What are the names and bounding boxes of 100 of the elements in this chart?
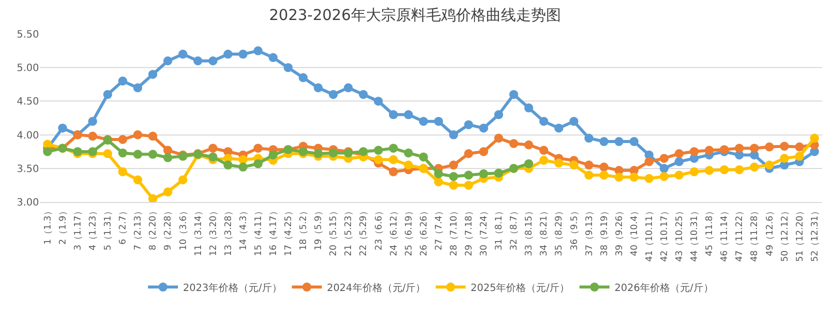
point: [223, 50, 232, 59]
point: [208, 144, 218, 153]
y-tick-label: 4.50: [16, 96, 39, 108]
point: [148, 132, 158, 141]
x-tick-label: 13（3.28）: [224, 206, 234, 256]
point: [254, 46, 263, 56]
y-tick-label: 3.50: [16, 164, 39, 175]
point: [599, 170, 608, 180]
point: [674, 157, 684, 166]
y-tick-label: 5.00: [16, 63, 39, 74]
y-tick-label: 3.00: [16, 198, 39, 208]
point: [163, 187, 172, 196]
point: [43, 147, 52, 156]
point: [630, 137, 639, 146]
point: [614, 137, 624, 146]
point: [524, 159, 534, 168]
point: [388, 110, 398, 120]
x-tick-label: 40（10.4）: [630, 206, 640, 256]
x-tick-label: 50（12.12）: [780, 206, 790, 262]
point: [449, 130, 458, 140]
point: [148, 150, 158, 159]
point: [554, 158, 564, 168]
point: [509, 90, 518, 99]
point: [404, 160, 413, 170]
legend-label: 2024年价格（元/斤）: [326, 282, 426, 294]
point: [118, 76, 128, 86]
legend-label: 2023年价格（元/斤）: [183, 282, 282, 294]
point: [794, 152, 804, 161]
point: [103, 149, 112, 158]
point: [238, 155, 248, 164]
point: [464, 180, 474, 190]
x-tick-label: 12（3.20）: [208, 206, 219, 256]
point: [133, 175, 142, 184]
point: [734, 165, 744, 174]
x-tick-label: 21（5.23）: [344, 206, 354, 256]
point: [614, 172, 624, 182]
point: [599, 137, 608, 146]
point: [764, 142, 774, 152]
point: [298, 73, 308, 82]
point: [434, 177, 444, 186]
point: [720, 165, 729, 174]
point: [163, 153, 172, 162]
point: [674, 149, 684, 158]
point: [569, 116, 578, 126]
point: [118, 135, 128, 144]
x-tick-label: 17（4.25）: [284, 206, 294, 256]
x-tick-label: 25（6.19）: [404, 206, 414, 256]
point: [374, 146, 383, 155]
x-tick-label: 24（6.12）: [389, 206, 400, 256]
point: [268, 150, 278, 160]
x-tick-label: 4（1.23）: [88, 206, 99, 250]
point: [539, 156, 548, 165]
x-tick-label: 37（9.13）: [584, 206, 595, 256]
chart-title: 2023-2026年大宗原料毛鸡价格曲线走势图: [269, 6, 561, 24]
point: [404, 110, 413, 120]
x-tick-label: 39（9.26）: [614, 206, 625, 256]
point: [494, 110, 504, 120]
x-tick-label: 28（7.10）: [449, 206, 460, 256]
point: [434, 169, 444, 178]
point: [238, 162, 248, 172]
x-tick-label: 26（6.26）: [419, 206, 430, 256]
point: [358, 90, 368, 99]
point: [704, 146, 714, 155]
point: [539, 146, 548, 155]
point: [88, 116, 98, 126]
point: [780, 154, 789, 163]
x-tick-label: 14（4.3）: [238, 206, 249, 250]
x-tick-label: 44（10.31）: [690, 206, 700, 262]
point: [584, 160, 594, 170]
x-tick-label: 5（1.31）: [104, 206, 114, 250]
point: [750, 144, 759, 153]
x-tick-label: 45（11.8）: [705, 206, 716, 256]
point: [163, 146, 172, 155]
point: [238, 50, 248, 59]
x-tick-label: 9（2.28）: [164, 206, 174, 250]
point: [464, 149, 474, 158]
point: [193, 56, 202, 66]
x-tick-label: 18（5.2）: [299, 206, 310, 250]
point: [554, 124, 564, 133]
legend-label: 2025年价格（元/斤）: [470, 282, 570, 294]
x-tick-label: 1（1.3）: [43, 206, 54, 245]
x-tick-label: 2（1.9）: [58, 206, 68, 245]
point: [479, 169, 488, 178]
point: [328, 90, 338, 99]
legend-label: 2026年价格（元/斤）: [614, 282, 714, 294]
x-tick-label: 3（1.17）: [74, 206, 84, 250]
point: [509, 139, 518, 148]
point: [223, 160, 232, 170]
point: [133, 150, 142, 159]
x-tick-label: 52（12.31）: [810, 206, 820, 262]
point: [328, 148, 338, 158]
point: [464, 120, 474, 130]
point: [43, 140, 52, 149]
point: [284, 63, 293, 72]
point: [690, 167, 699, 176]
point: [704, 166, 714, 175]
point: [810, 134, 819, 143]
point: [314, 83, 323, 92]
x-tick-label: 42（10.17）: [660, 206, 670, 262]
point: [449, 160, 458, 170]
